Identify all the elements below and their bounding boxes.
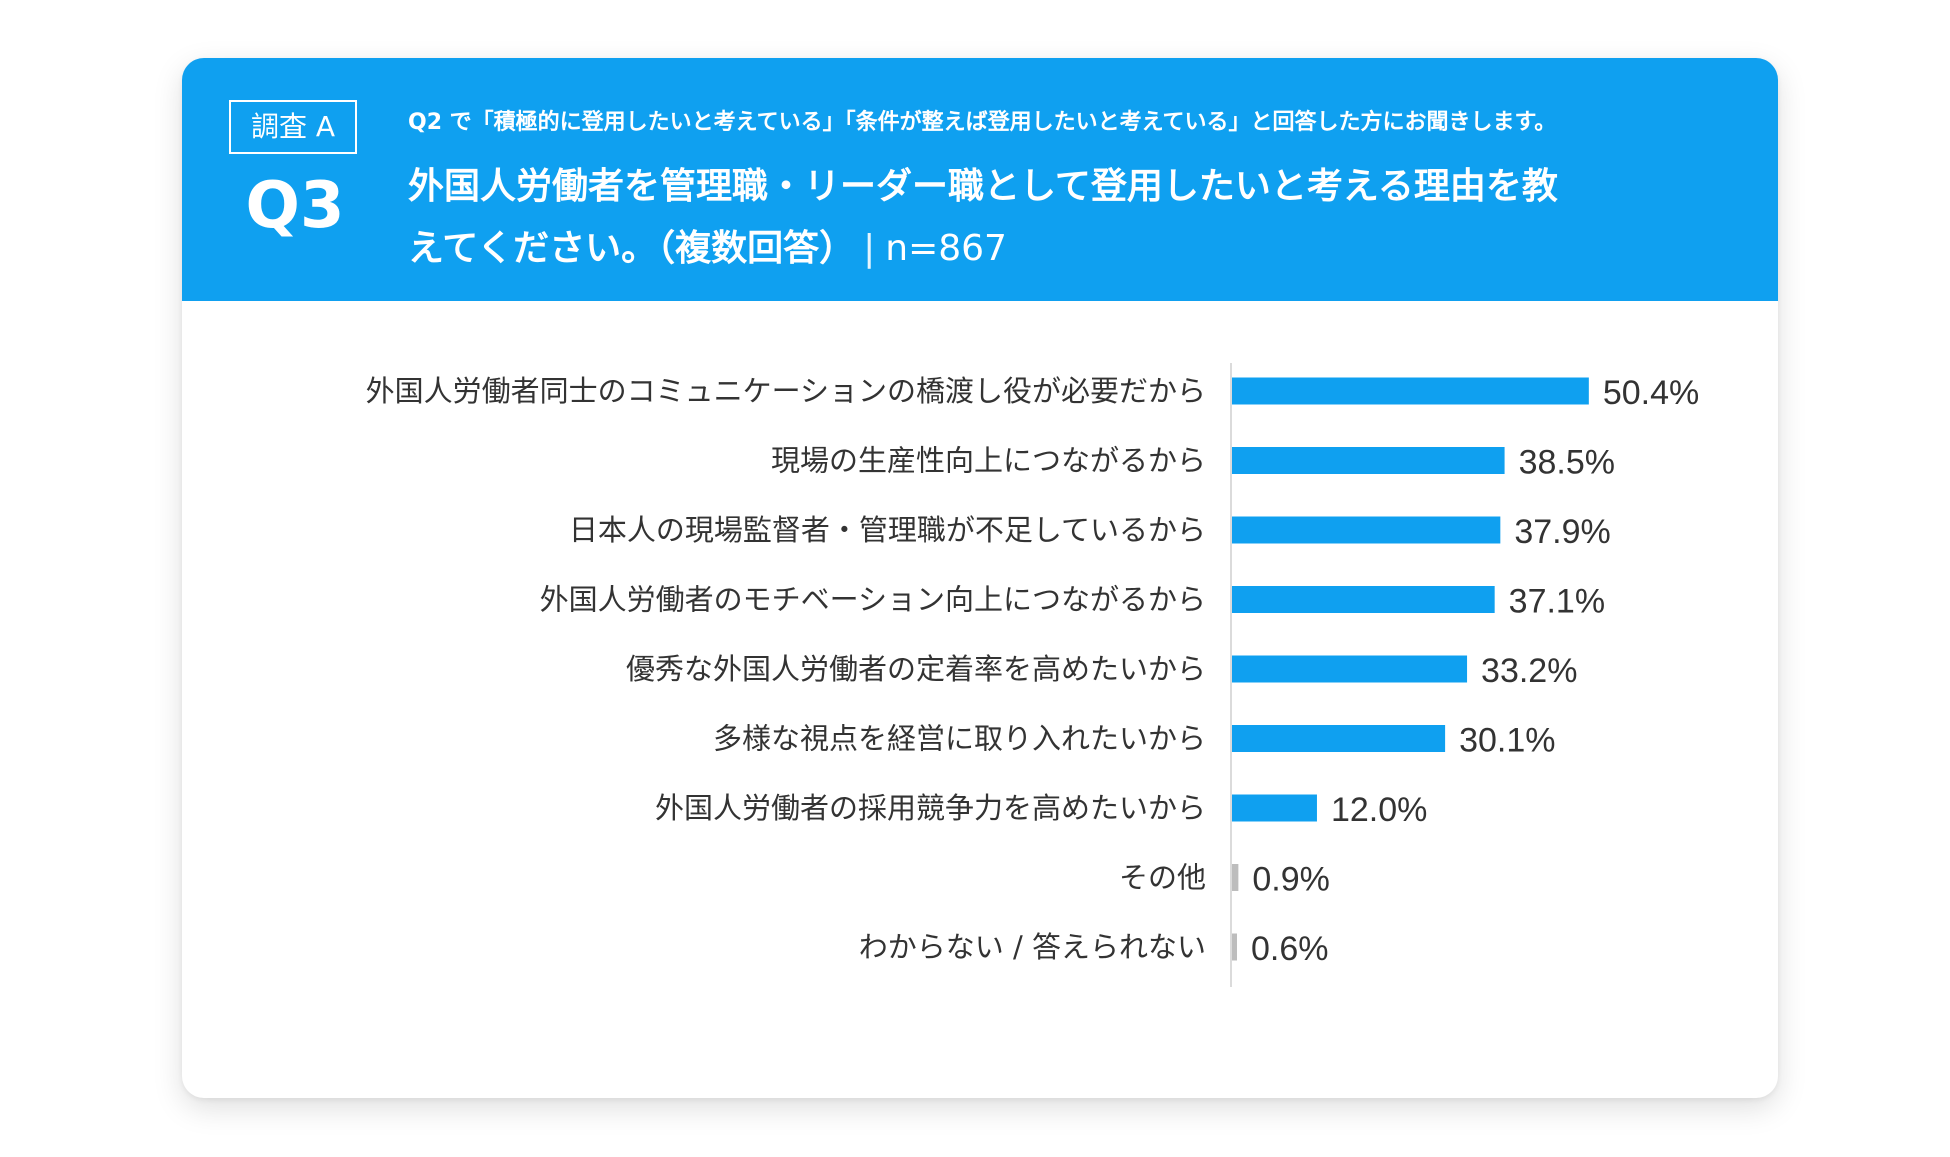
value-label: 12.0% (1331, 791, 1427, 829)
category-label: 外国人労働者同士のコミュニケーションの橋渡し役が必要だから (366, 374, 1206, 408)
question-header: 調査 A Q3 Q2 で「積極的に登用したいと考えている」「条件が整えば登用した… (182, 58, 1778, 301)
title-separator: | (863, 228, 876, 269)
value-label: 0.6% (1251, 930, 1329, 968)
question-title-text: 外国人労働者を管理職・リーダー職として登用したいと考える理由を教えてください。（… (408, 166, 1558, 269)
bar-chart: 外国人労働者同士のコミュニケーションの橋渡し役が必要だから 50.4% 現場の生産性… (182, 301, 1778, 1098)
bar (1232, 933, 1237, 961)
bar-chart-svg: 外国人労働者同士のコミュニケーションの橋渡し役が必要だから 50.4% 現場の生産性… (366, 363, 1699, 987)
question-note: Q2 で「積極的に登用したいと考えている」「条件が整えば登用したいと考えている」… (408, 110, 1557, 135)
survey-label: 調査 A (229, 100, 357, 154)
category-label: 外国人労働者の採用競争力を高めたいから (655, 791, 1206, 825)
sample-size: n=867 (885, 228, 1007, 269)
value-label: 37.9% (1514, 513, 1610, 551)
bar (1232, 794, 1317, 822)
category-label: 外国人労働者のモチベーション向上につながるから (540, 583, 1206, 617)
value-label: 50.4% (1603, 374, 1699, 412)
bar (1232, 516, 1501, 544)
category-label: わからない / 答えられない (859, 930, 1206, 964)
bar (1232, 864, 1239, 891)
question-number: Q3 (245, 169, 345, 243)
survey-card: 調査 A Q3 Q2 で「積極的に登用したいと考えている」「条件が整えば登用した… (182, 58, 1778, 1098)
category-label: 優秀な外国人労働者の定着率を高めたいから (626, 652, 1206, 686)
value-label: 30.1% (1459, 722, 1555, 760)
value-label: 0.9% (1252, 861, 1330, 899)
bar (1232, 447, 1505, 474)
category-label: 日本人の現場監督者・管理職が不足しているから (569, 513, 1206, 547)
category-label: 現場の生産性向上につながるから (771, 444, 1206, 478)
question-title: 外国人労働者を管理職・リーダー職として登用したいと考える理由を教えてください。（… (408, 156, 1588, 280)
bar (1232, 586, 1495, 613)
category-label: その他 (1119, 861, 1206, 895)
value-label: 38.5% (1519, 444, 1615, 482)
bar (1232, 377, 1589, 405)
value-label: 37.1% (1509, 583, 1605, 621)
bar (1232, 725, 1446, 752)
bar (1232, 655, 1468, 683)
category-label: 多様な視点を経営に取り入れたいから (713, 722, 1206, 756)
value-label: 33.2% (1481, 652, 1577, 690)
